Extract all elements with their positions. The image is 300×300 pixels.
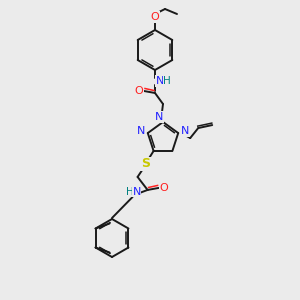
Text: N: N (136, 126, 145, 136)
Text: S: S (141, 158, 150, 170)
Text: N: N (181, 126, 189, 136)
Text: H: H (163, 76, 171, 86)
Text: O: O (135, 86, 143, 96)
Text: N: N (132, 187, 141, 197)
Text: N: N (156, 76, 164, 86)
Text: O: O (151, 12, 159, 22)
Text: N: N (155, 112, 163, 122)
Text: H: H (126, 187, 134, 197)
Text: O: O (159, 183, 168, 193)
